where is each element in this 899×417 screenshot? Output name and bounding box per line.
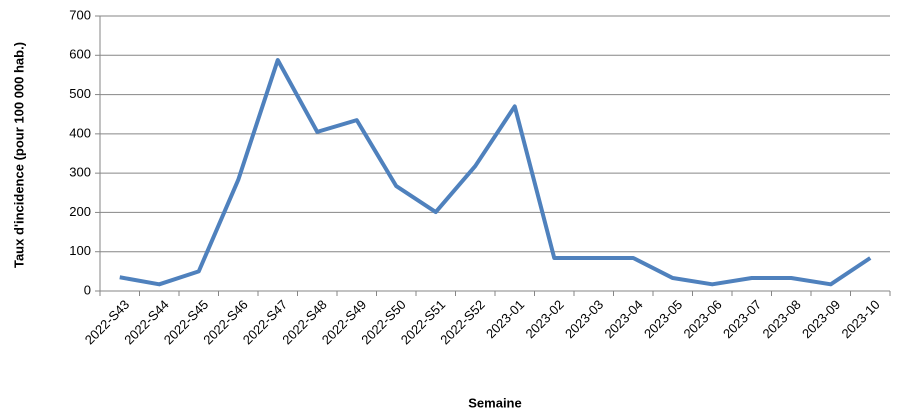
y-tick-label: 100 <box>69 243 91 258</box>
x-tick-label: 2023-09 <box>799 297 843 341</box>
y-tick-label: 700 <box>69 7 91 22</box>
x-tick-label: 2023-04 <box>601 297 645 341</box>
x-tick-label: 2023-03 <box>562 297 606 341</box>
data-line <box>119 58 872 287</box>
y-tick-label: 200 <box>69 204 91 219</box>
x-tick-label: 2023-10 <box>838 297 882 341</box>
y-tick-label: 300 <box>69 165 91 180</box>
x-tick-label: 2023-05 <box>641 297 685 341</box>
x-tick-label: 2023-08 <box>759 297 803 341</box>
y-tick-label: 600 <box>69 47 91 62</box>
x-tick-label: 2023-02 <box>522 297 566 341</box>
x-tick-label: 2023-07 <box>720 297 764 341</box>
x-tick-label: 2023-01 <box>483 297 527 341</box>
y-axis-title: Taux d'incidence (pour 100 000 hab.) <box>11 42 26 268</box>
y-tick-label: 500 <box>69 86 91 101</box>
x-tick-label: 2023-06 <box>680 297 724 341</box>
y-tick-label: 0 <box>84 282 91 297</box>
x-axis-title: Semaine <box>468 395 521 410</box>
y-tick-label: 400 <box>69 125 91 140</box>
